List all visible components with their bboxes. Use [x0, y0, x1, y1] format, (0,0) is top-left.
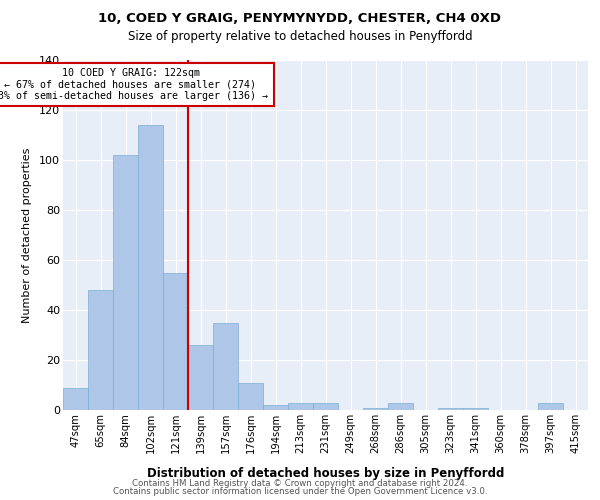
Text: Contains public sector information licensed under the Open Government Licence v3: Contains public sector information licen…: [113, 487, 487, 496]
Bar: [138, 125, 163, 410]
Text: 10, COED Y GRAIG, PENYMYNYDD, CHESTER, CH4 0XD: 10, COED Y GRAIG, PENYMYNYDD, CHESTER, C…: [98, 12, 502, 26]
Bar: [363, 408, 388, 410]
Y-axis label: Number of detached properties: Number of detached properties: [22, 148, 32, 322]
Text: Contains HM Land Registry data © Crown copyright and database right 2024.: Contains HM Land Registry data © Crown c…: [132, 478, 468, 488]
Bar: [463, 408, 488, 410]
Bar: [113, 155, 138, 410]
Bar: [388, 402, 413, 410]
Bar: [63, 388, 88, 410]
X-axis label: Distribution of detached houses by size in Penyffordd: Distribution of detached houses by size …: [147, 467, 504, 480]
Bar: [238, 382, 263, 410]
Bar: [538, 402, 563, 410]
Text: Size of property relative to detached houses in Penyffordd: Size of property relative to detached ho…: [128, 30, 472, 43]
Bar: [213, 322, 238, 410]
Bar: [263, 405, 288, 410]
Bar: [288, 402, 313, 410]
Bar: [438, 408, 463, 410]
Bar: [163, 272, 188, 410]
Bar: [88, 290, 113, 410]
Text: 10 COED Y GRAIG: 122sqm
← 67% of detached houses are smaller (274)
33% of semi-d: 10 COED Y GRAIG: 122sqm ← 67% of detache…: [0, 68, 269, 100]
Bar: [313, 402, 338, 410]
Bar: [188, 345, 213, 410]
